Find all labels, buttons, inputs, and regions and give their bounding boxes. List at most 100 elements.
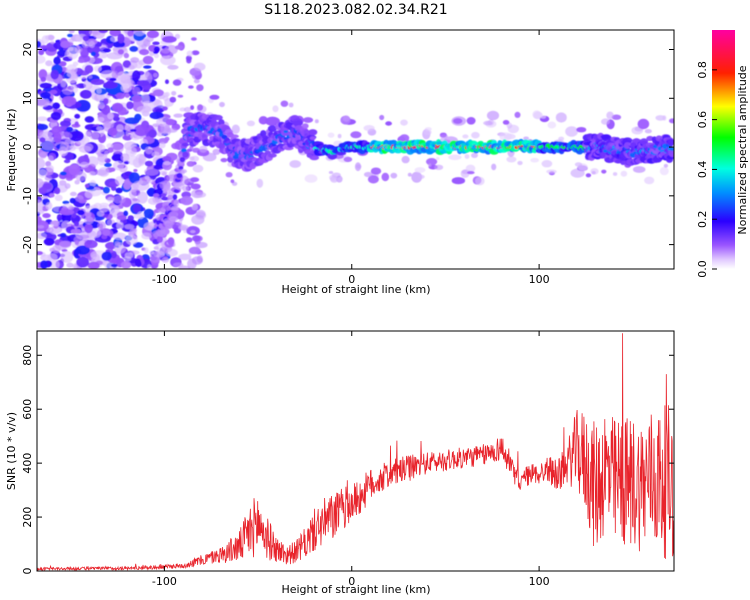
spectrogram-cell: [601, 118, 610, 125]
spectrogram-cell: [98, 167, 110, 177]
spectrogram-cell: [119, 200, 125, 204]
spectrogram-cell: [123, 52, 130, 59]
spectrogram-cell: [180, 196, 193, 206]
colorbar-tick-label: 0.2: [696, 210, 709, 228]
spectrogram-cell: [120, 153, 130, 162]
spectrogram-cell: [144, 146, 153, 155]
spectrogram-cell: [67, 33, 73, 38]
snr-ylabel: SNR (10 * v/v): [5, 412, 18, 490]
spectrogram-cell: [260, 130, 267, 137]
spectrogram-cell: [118, 244, 122, 248]
spectrogram-cell: [132, 70, 141, 81]
spectrogram-cell: [77, 209, 85, 216]
spectrogram-marks: [37, 30, 674, 269]
spectrogram-cell: [77, 59, 85, 63]
spectrogram-cell: [165, 118, 175, 126]
spectrogram-cell: [407, 172, 412, 177]
spectrogram-cell: [152, 89, 164, 97]
spectrogram-cell: [48, 155, 54, 162]
spectrogram-cell: [84, 183, 90, 188]
spectrogram-cell: [193, 191, 207, 198]
spectrogram-cell: [97, 101, 105, 110]
spectrogram-cell: [44, 175, 53, 181]
spectrogram-cell: [140, 93, 150, 106]
spectrogram-cell: [172, 262, 184, 267]
spectrogram-cell: [123, 181, 132, 190]
spectrogram-cell: [164, 91, 170, 97]
spectrogram-cell: [530, 157, 540, 163]
spectrogram-cell: [214, 114, 223, 121]
spectrogram-cell: [122, 133, 133, 141]
spectrogram-cell: [117, 33, 125, 44]
spectrogram-cell: [40, 45, 49, 50]
spectrogram-cell: [40, 91, 51, 99]
colorbar-tick-label: 0.8: [696, 61, 709, 79]
spectrogram-cell: [97, 117, 105, 122]
spectrogram-cell: [622, 137, 633, 144]
spectrogram-cell: [116, 215, 127, 221]
spectrogram-cell: [342, 115, 350, 122]
spectrogram-cell: [191, 37, 197, 41]
spectrogram-cell: [110, 263, 118, 268]
spectrogram-cell: [76, 256, 90, 268]
spectrogram-cell: [62, 200, 70, 205]
spectrogram-cell: [37, 55, 46, 64]
spectrogram-cell: [117, 49, 124, 55]
spectrogram-cell: [667, 138, 674, 147]
spectrogram-cell: [195, 209, 206, 218]
spectrogram-cell: [37, 40, 42, 48]
spectrogram-cell: [174, 45, 184, 50]
spectrogram-cell: [53, 56, 61, 65]
spectrogram-cell: [116, 221, 124, 230]
spectrogram-cell: [401, 155, 410, 164]
spectrogram-cell: [45, 161, 52, 168]
spectrogram-cell: [633, 138, 640, 143]
spectrogram-cell: [644, 176, 655, 185]
spectrogram-cell: [272, 105, 279, 113]
spectrogram-cell: [173, 113, 183, 118]
spectrogram-frame: [36, 29, 675, 270]
spectrogram-cell: [152, 41, 160, 46]
spectrogram-cell: [197, 104, 204, 111]
spectrogram-cell: [231, 124, 240, 134]
spectrogram-cell: [199, 145, 208, 153]
spectrogram-cell: [195, 241, 208, 249]
spectrogram-cell: [354, 162, 362, 172]
spectrogram-cell: [632, 166, 646, 173]
spectrogram-cell: [68, 130, 84, 142]
spectrogram-cell: [115, 92, 125, 100]
spectrogram-cell: [148, 250, 155, 255]
spectrogram-cell: [68, 205, 75, 210]
spectrogram-cell: [176, 172, 183, 179]
spectrogram-cell: [336, 151, 347, 156]
spectrogram-cell: [181, 142, 190, 147]
spectrogram-cell: [59, 120, 72, 127]
spectrogram-cell: [129, 46, 139, 52]
spectrogram-cell: [289, 160, 302, 168]
spectrogram-cell: [220, 158, 228, 163]
spectrogram-cell: [466, 117, 476, 125]
spectrogram-cell: [225, 172, 233, 178]
spectrogram-cell: [125, 146, 137, 157]
spectrogram-cell: [448, 154, 462, 161]
spectrogram-cell: [153, 46, 160, 53]
spectrogram-cell: [192, 164, 204, 173]
spectrogram-cell: [464, 154, 470, 159]
spectrogram-cell: [173, 189, 180, 193]
spectrogram-cell: [267, 153, 277, 158]
spectrogram-cell: [343, 156, 353, 163]
spectrogram-cell: [423, 129, 432, 135]
spectrogram-cell: [149, 111, 164, 120]
spectrogram-cell: [417, 174, 425, 179]
spectrogram-cell: [96, 210, 105, 217]
spectrogram-cell: [124, 224, 135, 230]
spectrogram-cell: [102, 48, 111, 53]
spectrogram-cell: [178, 224, 189, 231]
spectrogram-cell: [191, 203, 198, 211]
spectrogram-cell: [110, 36, 119, 43]
spectrogram-cell: [462, 134, 469, 139]
spectrogram-cell: [37, 178, 44, 189]
spectrogram-cell: [66, 262, 74, 268]
